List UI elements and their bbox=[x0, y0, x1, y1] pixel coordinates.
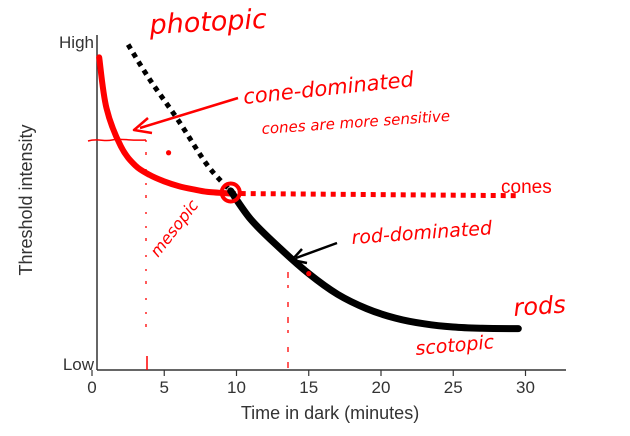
x-tick-label: 30 bbox=[516, 378, 535, 397]
x-tick-label: 25 bbox=[444, 378, 463, 397]
rods-curve-dotted bbox=[125, 43, 233, 193]
x-tick-label: 20 bbox=[372, 378, 391, 397]
x-ticks: 0 5 10 15 20 25 30 bbox=[87, 370, 535, 397]
left-guide-tick bbox=[87, 138, 147, 142]
x-tick-label: 10 bbox=[227, 378, 246, 397]
y-tick-label-high: High bbox=[59, 33, 94, 52]
cone-dominated-arrow-line bbox=[139, 96, 239, 130]
y-axis-title: Threshold intensity bbox=[16, 124, 36, 275]
scotopic-label: scotopic bbox=[415, 331, 496, 360]
x-tick-label: 0 bbox=[87, 378, 96, 397]
series-layer bbox=[96, 43, 522, 333]
cones-sensitive-label: cones are more sensitive bbox=[261, 107, 451, 138]
x-axis-title: Time in dark (minutes) bbox=[241, 403, 419, 423]
mesopic-label: mesopic bbox=[146, 196, 202, 261]
photopic-label: photopic bbox=[148, 4, 268, 41]
crossover-marker bbox=[219, 181, 242, 204]
cone-dominated-arrow-head bbox=[132, 117, 153, 135]
rods-curve-solid bbox=[227, 187, 522, 333]
rod-dominated-label: rod-dominated bbox=[351, 217, 494, 249]
annotations: photopic cone-dominated cones are more s… bbox=[87, 4, 496, 370]
axes bbox=[96, 35, 566, 371]
x-tick-label: 5 bbox=[160, 378, 169, 397]
x-tick-label: 15 bbox=[299, 378, 318, 397]
cones-curve-solid bbox=[96, 54, 234, 197]
marker-layer bbox=[165, 150, 312, 277]
data-point-marker bbox=[306, 271, 312, 277]
series-label-rods: rods bbox=[512, 290, 566, 322]
data-point-marker bbox=[165, 150, 172, 156]
cones-curve-dotted bbox=[230, 190, 519, 199]
series-label-cones: cones bbox=[501, 177, 552, 198]
y-tick-label-low: Low bbox=[63, 355, 95, 374]
rod-dominated-arrow-head bbox=[290, 248, 308, 265]
rod-dominated-arrow-line bbox=[295, 241, 338, 260]
cone-dominated-label: cone-dominated bbox=[242, 67, 416, 109]
